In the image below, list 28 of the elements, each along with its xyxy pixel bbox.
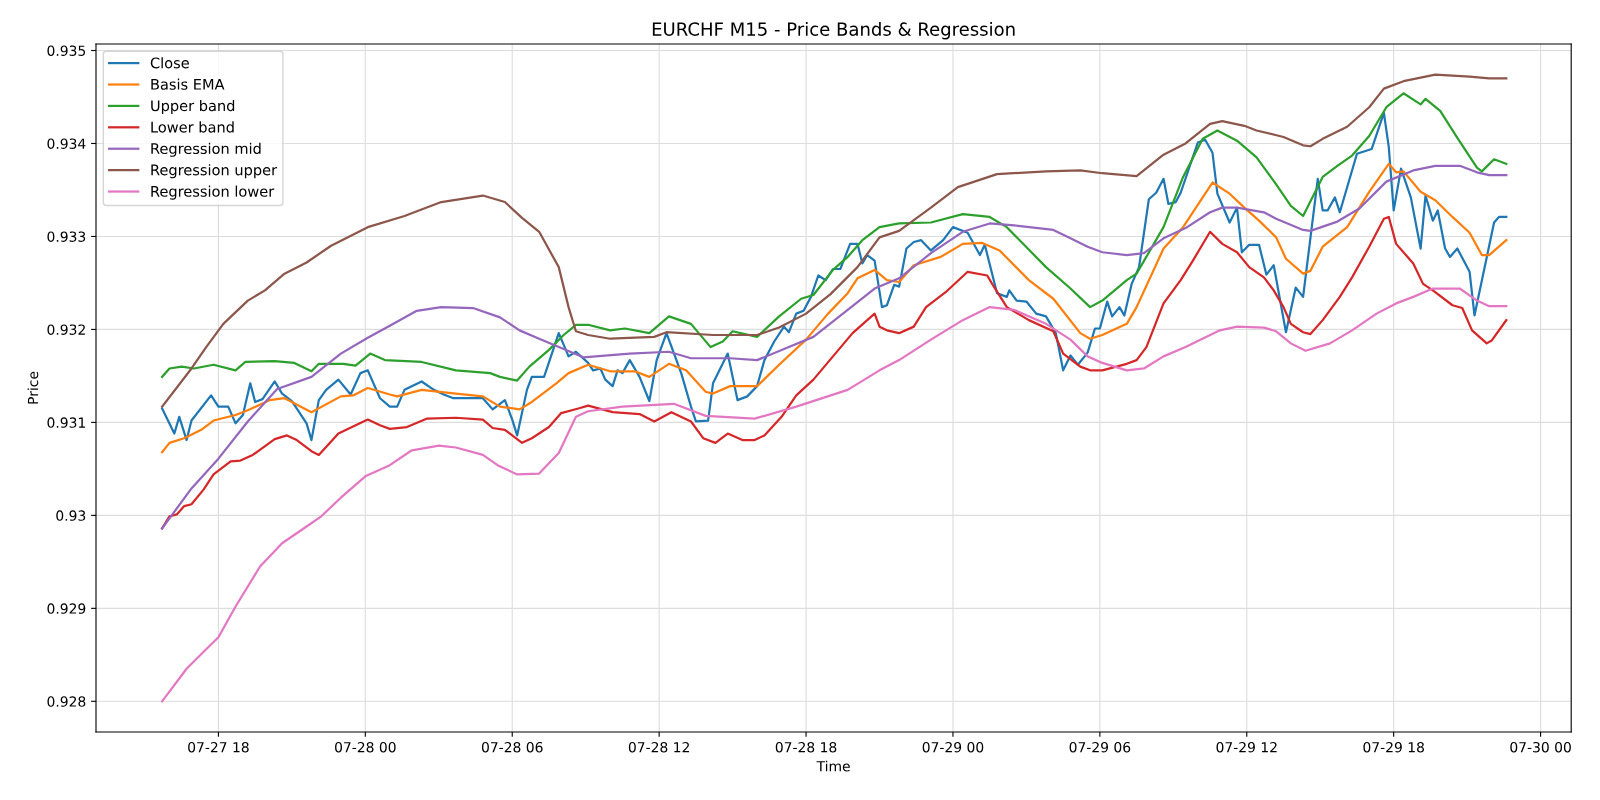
legend-label: Basis EMA <box>151 78 225 90</box>
y-tick-label: 0.933 <box>47 231 86 242</box>
y-tick-label: 0.928 <box>47 696 86 707</box>
y-tick-label: 0.929 <box>47 603 86 614</box>
y-axis-title: Price <box>27 371 39 404</box>
x-tick-label: 07-29 12 <box>1216 741 1277 753</box>
chart-title: EURCHF M15 - Price Bands & Regression <box>652 21 1015 40</box>
y-tick-label: 0.932 <box>47 324 85 335</box>
legend-label: Close <box>150 57 189 69</box>
x-tick-label: 07-29 18 <box>1363 741 1424 753</box>
x-tick-label: 07-29 06 <box>1069 741 1131 753</box>
x-tick-label: 07-28 00 <box>335 741 396 753</box>
x-tick-label: 07-28 06 <box>481 741 543 753</box>
x-tick-label: 07-28 18 <box>775 741 837 753</box>
y-tick-label: 0.935 <box>47 45 86 56</box>
x-tick-label: 07-30 00 <box>1510 741 1571 753</box>
legend-label: Lower band <box>151 121 234 133</box>
legend-label: Regression upper <box>151 164 278 179</box>
legend-label: Regression lower <box>151 185 275 200</box>
legend-label: Upper band <box>151 99 235 115</box>
y-tick-label: 0.93 <box>56 510 86 521</box>
x-tick-label: 07-27 18 <box>188 741 249 753</box>
x-tick-label: 07-29 00 <box>922 741 984 753</box>
y-tick-label: 0.934 <box>47 138 86 149</box>
legend-label: Regression mid <box>151 142 261 157</box>
y-tick-label: 0.931 <box>47 417 85 428</box>
x-axis-title: Time <box>816 760 850 772</box>
x-tick-label: 07-28 12 <box>628 741 689 753</box>
